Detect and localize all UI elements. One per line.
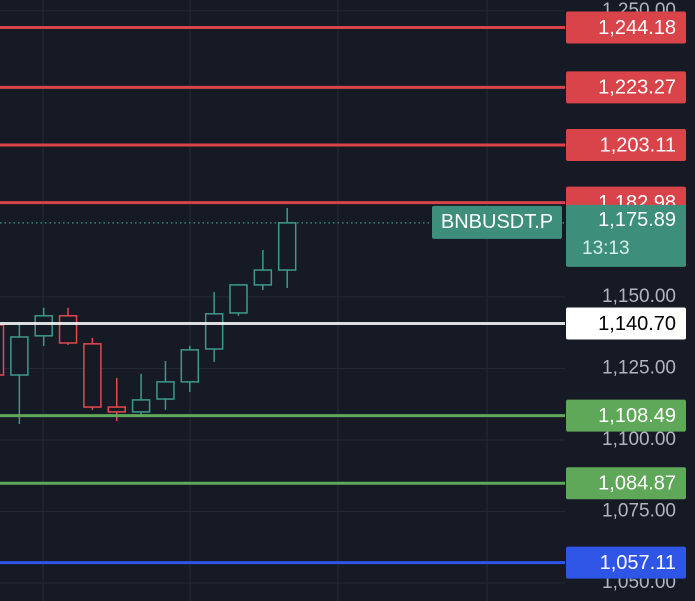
level-label: 1,203.11	[600, 134, 676, 156]
candle-body	[83, 343, 102, 408]
symbol-box	[432, 205, 562, 239]
last-price-label: 1,175.89	[598, 209, 676, 231]
level-label-box	[566, 129, 686, 162]
level-label-box	[566, 307, 686, 340]
level-label: 1,140.70	[598, 313, 676, 335]
candle-body	[34, 315, 53, 337]
candle-body	[131, 399, 151, 413]
y-tick-label: 1,100.00	[602, 429, 676, 450]
candle-body	[180, 349, 200, 383]
candle-body	[58, 315, 78, 344]
level-label: 1,057.11	[600, 552, 676, 574]
candle-body	[277, 222, 297, 271]
candle-body	[253, 269, 273, 286]
candle-body	[229, 284, 248, 314]
level-label: 1,084.87	[598, 473, 676, 495]
candle-body	[204, 313, 224, 350]
level-label-box	[566, 546, 686, 579]
level-label: 1,244.18	[598, 17, 676, 39]
level-label-box	[566, 399, 686, 432]
candle-body	[156, 381, 175, 400]
last-price-box	[566, 204, 686, 267]
countdown-label: 13:13	[582, 238, 630, 259]
level-label: 1,223.27	[598, 77, 676, 99]
candle-body	[107, 406, 126, 413]
vertical-grid	[42, 0, 488, 601]
y-tick-label: 1,125.00	[602, 357, 676, 378]
y-tick-label: 1,150.00	[602, 286, 676, 307]
candle-body	[10, 336, 29, 376]
level-label-box	[566, 71, 686, 104]
level-label-box	[566, 11, 686, 44]
level-label-box	[566, 467, 686, 500]
candle-body	[0, 324, 5, 376]
symbol-label: BNBUSDT.P	[441, 211, 553, 233]
level-label: 1,108.49	[598, 405, 676, 427]
y-tick-label: 1,075.00	[602, 500, 676, 521]
